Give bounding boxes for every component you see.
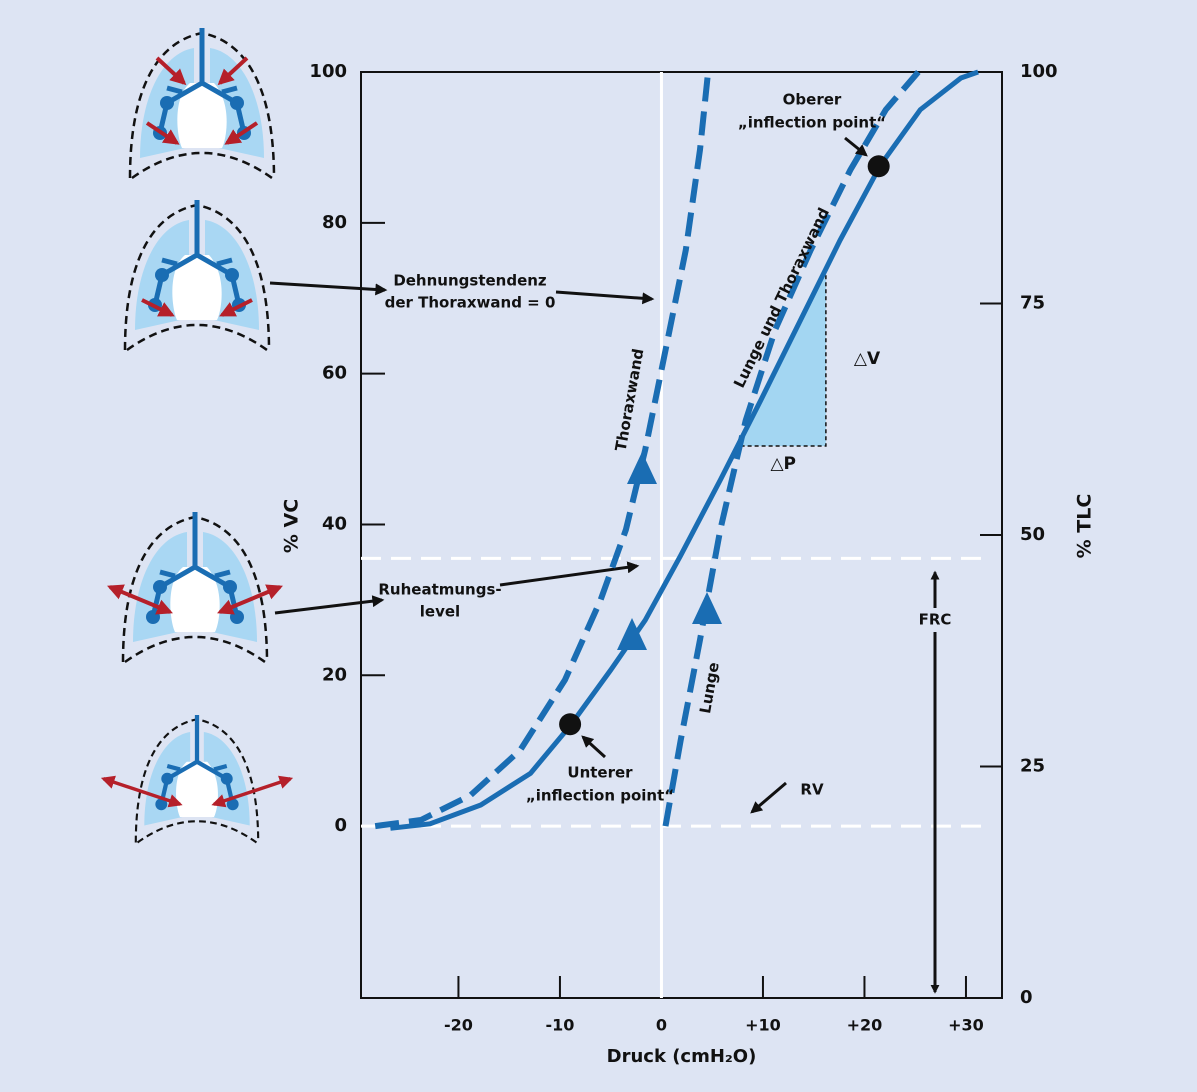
delta-p: △P [770, 454, 796, 474]
force-arrow [145, 121, 180, 145]
annotation: der Thoraxwand = 0 [385, 294, 556, 312]
diaphragm [126, 323, 268, 352]
direction-arrow [692, 592, 722, 624]
y-tick-label: 40 [322, 513, 347, 534]
y-tick-label: 20 [322, 664, 347, 685]
diaphragm [124, 635, 266, 664]
pointer-arrow [844, 136, 868, 157]
level-label: Ruheatmungs- [378, 581, 501, 599]
series-line [390, 69, 979, 831]
delta-v: △V [854, 349, 881, 369]
heart [177, 83, 227, 148]
force-arrow [224, 121, 259, 145]
x-tick-label: -10 [545, 1016, 574, 1035]
point-label: Unterer [567, 764, 633, 782]
annotation: Dehnungstendenz [393, 272, 547, 290]
bronchus-dot [161, 772, 174, 785]
lung-icon [123, 200, 271, 352]
y2-tick-label: 100 [1020, 61, 1058, 82]
bronchus-dot [225, 268, 239, 282]
y2-axis-label: % TLC [1074, 494, 1096, 559]
series-line [662, 70, 921, 827]
y2-tick-label: 25 [1020, 756, 1045, 777]
pointer-arrow [499, 561, 640, 587]
pointer-arrow [750, 781, 787, 814]
lung-icon [128, 28, 276, 180]
force-arrow [155, 56, 187, 86]
x-tick-label: +10 [745, 1016, 781, 1035]
heart [170, 567, 220, 632]
x-tick-label: +20 [847, 1016, 883, 1035]
diaphragm [131, 151, 273, 180]
bronchus-dot [230, 96, 244, 110]
pointer-arrow [274, 595, 385, 615]
pointer-arrow [555, 290, 655, 305]
bronchus-dot [230, 610, 244, 624]
y-tick-label: 80 [322, 212, 347, 233]
lung-icon [107, 512, 283, 664]
force-arrow [211, 775, 294, 808]
force-arrow [217, 584, 283, 615]
diaphragm [136, 820, 258, 844]
x-tick-label: +30 [948, 1016, 984, 1035]
bronchus-dot [155, 268, 169, 282]
series-line [374, 71, 712, 830]
force-arrow [217, 56, 249, 86]
bronchus-dot [160, 96, 174, 110]
x-axis-label: Druck (cmH₂O) [607, 1046, 757, 1067]
frc-label: FRC [919, 611, 952, 629]
pointer-arrow [581, 735, 607, 759]
y-tick-label: 100 [309, 61, 347, 82]
inflection-point [559, 713, 582, 736]
bronchus-dot [146, 610, 160, 624]
force-arrow [107, 584, 173, 615]
slope-edge [740, 271, 827, 447]
bronchus-dot [153, 580, 167, 594]
y2-tick-label: 0 [1020, 987, 1033, 1008]
bronchus-dot [223, 580, 237, 594]
inflection-point [867, 155, 890, 178]
point-label: „inflection point“ [738, 114, 886, 132]
force-arrow [100, 775, 183, 808]
force-arrow [219, 298, 253, 317]
heart [176, 761, 218, 817]
point-label: „inflection point“ [526, 787, 674, 805]
y-axis-label: % VC [281, 499, 303, 553]
pointer-arrow [269, 281, 388, 296]
x-tick-label: -20 [444, 1016, 473, 1035]
heart [172, 255, 222, 320]
direction-arrow [627, 452, 657, 484]
level-label: level [420, 603, 460, 621]
direction-arrow [617, 618, 647, 650]
y2-tick-label: 50 [1020, 524, 1045, 545]
y2-tick-label: 75 [1020, 293, 1045, 314]
y-tick-label: 60 [322, 363, 347, 384]
point-label: Oberer [783, 91, 842, 109]
level-label: RV [800, 781, 824, 799]
force-arrow [141, 298, 175, 317]
bronchus-dot [220, 772, 233, 785]
y-tick-label: 0 [334, 815, 347, 836]
x-tick-label: 0 [656, 1016, 667, 1035]
frc-bg [912, 608, 958, 632]
lung-icon [100, 715, 294, 844]
